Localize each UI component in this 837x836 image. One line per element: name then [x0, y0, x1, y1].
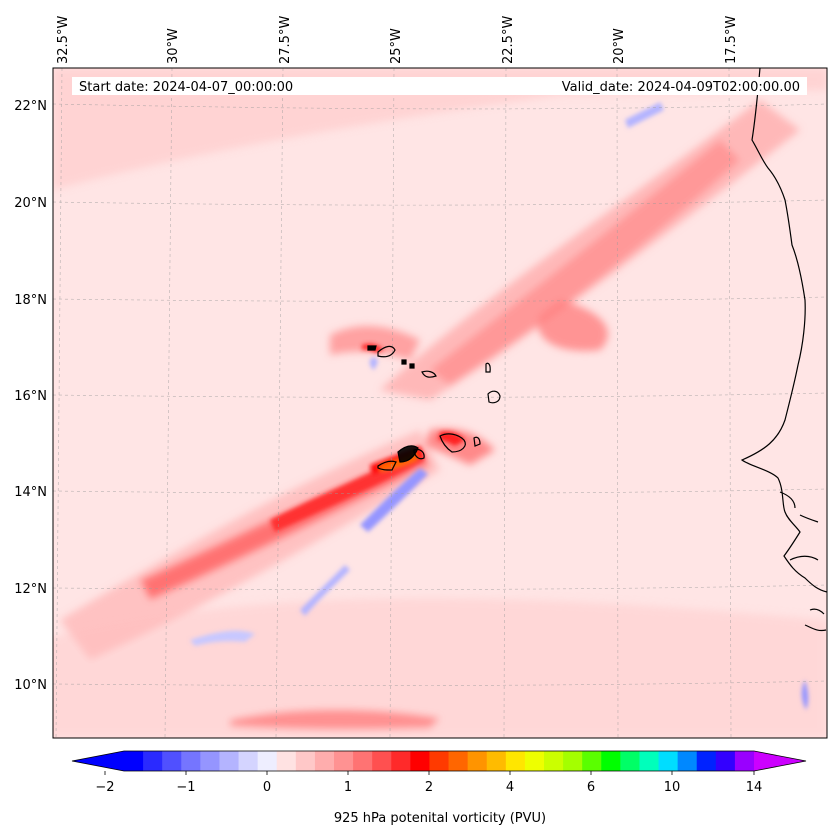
pv-field: [53, 68, 827, 738]
gridlines: [53, 68, 827, 738]
colorbar-tick-label: 6: [587, 780, 595, 795]
colorbar-segment: [372, 751, 392, 771]
colorbar-segments: [124, 751, 755, 771]
start-date-label: Start date: 2024-04-07_00:00:00: [79, 80, 293, 95]
lat-label: 16°N: [14, 389, 47, 404]
lat-label: 20°N: [14, 196, 47, 211]
colorbar-tick-label: 14: [746, 780, 763, 795]
colorbar-segment: [696, 751, 717, 771]
colorbar-segment: [734, 751, 755, 771]
colorbar-tick-label: −2: [95, 780, 114, 795]
colorbar-segment: [715, 751, 736, 771]
lon-label: 27.5°W: [278, 16, 293, 64]
colorbar-tick-label: 2: [425, 780, 433, 795]
colorbar-segment: [410, 751, 431, 771]
lat-label: 12°N: [14, 582, 47, 597]
colorbar-tick-label: 4: [506, 780, 514, 795]
colorbar-ticks: [104, 771, 755, 775]
colorbar-extend-low: [72, 751, 124, 771]
cape-verde-islands: [367, 345, 501, 471]
lon-label: 20°W: [612, 28, 627, 64]
colorbar-segment: [238, 751, 259, 771]
colorbar-tick-label: 1: [344, 780, 352, 795]
lon-label: 25°W: [389, 28, 404, 64]
colorbar-segment: [200, 751, 221, 771]
colorbar-segment: [448, 751, 469, 771]
colorbar-segment: [429, 751, 450, 771]
colorbar-segment: [505, 751, 526, 771]
date-header-box: [72, 77, 807, 95]
colorbar-segment: [544, 751, 564, 771]
colorbar-segment: [124, 751, 144, 771]
colorbar-segment: [658, 751, 679, 771]
colorbar-segment: [314, 751, 335, 771]
colorbar-segment: [257, 751, 278, 771]
colorbar: −2 −1 0 1 2 4 6 10 14 925 hPa potenital …: [71, 750, 807, 826]
colorbar-segment: [334, 751, 354, 771]
map-frame: [52, 67, 828, 739]
colorbar-segment: [563, 751, 583, 771]
colorbar-segment: [620, 751, 641, 771]
colorbar-segment: [524, 751, 545, 771]
africa-coastline: [740, 68, 827, 593]
colorbar-segment: [677, 751, 698, 771]
colorbar-tick-label: 0: [263, 780, 271, 795]
colorbar-segment: [486, 751, 507, 771]
colorbar-segment: [162, 751, 182, 771]
colorbar-segment: [601, 751, 621, 771]
colorbar-tick-label: −1: [176, 780, 195, 795]
lat-label: 10°N: [14, 678, 47, 693]
colorbar-segment: [276, 751, 297, 771]
colorbar-outline: [71, 750, 807, 772]
colorbar-segment: [295, 751, 316, 771]
colorbar-segment: [467, 751, 488, 771]
colorbar-segment: [219, 751, 240, 771]
valid-date-label: Valid_date: 2024-04-09T02:00:00.00: [562, 80, 800, 95]
colorbar-tick-label: 10: [664, 780, 681, 795]
lon-label: 17.5°W: [724, 16, 739, 64]
colorbar-segment: [353, 751, 373, 771]
colorbar-title: 925 hPa potenital vorticity (PVU): [334, 811, 546, 826]
colorbar-segment: [391, 751, 411, 771]
colorbar-segment: [181, 751, 201, 771]
coastlines: [740, 68, 827, 632]
colorbar-segment: [143, 751, 163, 771]
colorbar-extend-high: [754, 751, 806, 771]
lon-label: 22.5°W: [501, 16, 516, 64]
longitude-axis: 32.5°W 30°W 27.5°W 25°W 22.5°W 20°W 17.5…: [56, 16, 739, 64]
lat-label: 22°N: [14, 99, 47, 114]
lon-label: 32.5°W: [56, 16, 71, 64]
lon-label: 30°W: [166, 28, 181, 64]
colorbar-segment: [639, 751, 660, 771]
lat-label: 18°N: [14, 293, 47, 308]
latitude-axis: 22°N 20°N 18°N 16°N 14°N 12°N 10°N: [14, 99, 47, 693]
colorbar-segment: [582, 751, 602, 771]
map-panel[interactable]: Start date: 2024-04-07_00:00:00 Valid_da…: [40, 68, 827, 738]
lat-label: 14°N: [14, 485, 47, 500]
